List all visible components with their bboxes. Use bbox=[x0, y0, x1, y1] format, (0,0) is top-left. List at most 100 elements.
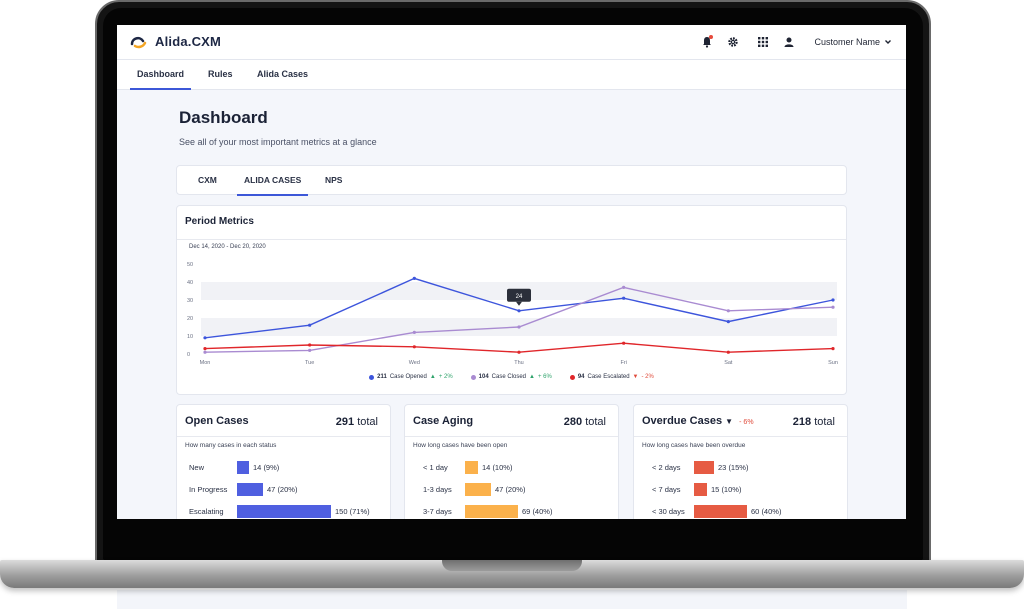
notifications-bell-icon[interactable] bbox=[700, 35, 714, 49]
data-point[interactable] bbox=[412, 330, 416, 334]
data-point[interactable] bbox=[517, 309, 521, 313]
tab-nps[interactable]: NPS bbox=[325, 175, 343, 185]
caret-down-icon[interactable]: ▼ bbox=[725, 417, 734, 426]
divider bbox=[405, 436, 618, 437]
row-value: 47 (20%) bbox=[267, 485, 297, 494]
row-bar bbox=[237, 483, 263, 496]
row-label: < 1 day bbox=[423, 463, 448, 472]
table-row[interactable]: < 2 days 23 (15%) bbox=[634, 461, 847, 475]
data-point[interactable] bbox=[622, 296, 626, 300]
data-point[interactable] bbox=[412, 345, 416, 349]
chevron-down-icon[interactable] bbox=[884, 38, 892, 46]
legend-delta: + 6% bbox=[537, 374, 552, 380]
nav-alida-cases[interactable]: Alida Cases bbox=[257, 69, 309, 79]
row-label: Escalating bbox=[189, 507, 224, 516]
data-point[interactable] bbox=[831, 298, 835, 302]
legend-case-opened[interactable]: 211 Case Opened ▲ + 2% bbox=[369, 374, 453, 380]
row-bar bbox=[694, 505, 747, 518]
nav-rules[interactable]: Rules bbox=[208, 69, 233, 79]
data-point[interactable] bbox=[726, 309, 730, 313]
table-row[interactable]: New 14 (9%) bbox=[177, 461, 390, 475]
overdue-cases-card: Overdue Cases ▼ - 6% 218 total How long … bbox=[633, 404, 848, 519]
data-point[interactable] bbox=[308, 348, 312, 352]
row-value: 14 (9%) bbox=[253, 463, 279, 472]
notification-dot bbox=[709, 35, 714, 39]
table-row[interactable]: Escalating 150 (71%) bbox=[177, 505, 390, 519]
row-bar bbox=[465, 483, 491, 496]
row-value: 23 (15%) bbox=[718, 463, 748, 472]
row-label: < 30 days bbox=[652, 507, 685, 516]
row-count: 60 bbox=[751, 507, 760, 516]
x-tick-label: Mon bbox=[200, 360, 211, 366]
total-value: 280 bbox=[563, 416, 583, 428]
case-aging-card: Case Aging 280 total How long cases have… bbox=[404, 404, 619, 519]
app-logo[interactable]: Alida.CXM bbox=[130, 34, 221, 49]
data-point[interactable] bbox=[308, 343, 312, 347]
data-point[interactable] bbox=[517, 325, 521, 329]
row-label: < 2 days bbox=[652, 463, 681, 472]
top-bar: Alida.CXM Customer Name bbox=[117, 25, 906, 60]
data-point[interactable] bbox=[726, 320, 730, 324]
legend-delta: + 2% bbox=[438, 374, 453, 380]
nav-dashboard[interactable]: Dashboard bbox=[130, 60, 191, 90]
row-percent: (9%) bbox=[263, 463, 280, 472]
total-label: total bbox=[357, 416, 378, 428]
app-screen: Alida.CXM Customer Name Dashboard Rules … bbox=[117, 25, 906, 519]
row-bar bbox=[237, 461, 249, 474]
tab-alida-cases[interactable]: ALIDA CASES bbox=[237, 166, 309, 196]
logo-text: Alida.CXM bbox=[155, 34, 222, 49]
row-count: 69 bbox=[522, 507, 531, 516]
data-point[interactable] bbox=[203, 350, 207, 354]
divider bbox=[177, 436, 390, 437]
apps-grid-icon[interactable] bbox=[756, 35, 770, 49]
card-title-text: Open Cases bbox=[185, 415, 249, 427]
gear-icon[interactable] bbox=[726, 35, 740, 49]
legend-label: Case Closed bbox=[491, 374, 527, 380]
table-row[interactable]: < 1 day 14 (10%) bbox=[405, 461, 618, 475]
row-bar bbox=[237, 505, 331, 518]
table-row[interactable]: 3-7 days 69 (40%) bbox=[405, 505, 618, 519]
data-point[interactable] bbox=[831, 305, 835, 309]
x-tick-label: Tue bbox=[305, 360, 314, 366]
legend-case-closed[interactable]: 104 Case Closed ▲ + 6% bbox=[470, 374, 552, 380]
page-title: Dashboard bbox=[179, 108, 268, 127]
data-point[interactable] bbox=[308, 323, 312, 327]
table-row[interactable]: 1-3 days 47 (20%) bbox=[405, 483, 618, 497]
table-row[interactable]: < 7 days 15 (10%) bbox=[634, 483, 847, 497]
row-percent: (20%) bbox=[505, 485, 526, 494]
data-point[interactable] bbox=[622, 341, 626, 345]
row-value: 47 (20%) bbox=[495, 485, 525, 494]
card-description: How many cases in each status bbox=[185, 442, 277, 449]
user-icon[interactable] bbox=[782, 35, 796, 49]
row-label: 3-7 days bbox=[423, 507, 452, 516]
card-total: 218 total bbox=[793, 416, 835, 428]
user-name[interactable]: Customer Name bbox=[814, 37, 880, 47]
row-count: 23 bbox=[718, 463, 727, 472]
data-point[interactable] bbox=[203, 347, 207, 351]
y-tick-label: 40 bbox=[187, 280, 193, 286]
row-count: 14 bbox=[482, 463, 491, 472]
legend-case-escalated[interactable]: 94 Case Escalated ▼ - 2% bbox=[569, 374, 654, 380]
data-point[interactable] bbox=[726, 350, 730, 354]
legend-label: Case Escalated bbox=[587, 374, 630, 380]
table-row[interactable]: In Progress 47 (20%) bbox=[177, 483, 390, 497]
y-tick-label: 50 bbox=[187, 262, 193, 268]
total-label: total bbox=[814, 416, 835, 428]
legend-dot bbox=[569, 374, 575, 380]
date-range: Dec 14, 2020 - Dec 20, 2020 bbox=[189, 244, 266, 250]
tab-cxm[interactable]: CXM bbox=[198, 175, 217, 185]
data-point[interactable] bbox=[517, 350, 521, 354]
total-value: 291 bbox=[335, 416, 355, 428]
card-title: Overdue Cases ▼ - 6% bbox=[642, 415, 754, 427]
y-tick-label: 0 bbox=[187, 352, 190, 358]
y-tick-label: 20 bbox=[187, 316, 193, 322]
table-row[interactable]: < 30 days 60 (40%) bbox=[634, 505, 847, 519]
row-percent: (40%) bbox=[532, 507, 553, 516]
data-point[interactable] bbox=[412, 276, 416, 280]
data-point[interactable] bbox=[203, 336, 207, 340]
trend-up-icon: ▲ bbox=[529, 374, 535, 380]
data-point[interactable] bbox=[831, 347, 835, 351]
data-point[interactable] bbox=[622, 285, 626, 289]
row-bar bbox=[465, 505, 518, 518]
legend-count: 211 bbox=[377, 374, 387, 380]
